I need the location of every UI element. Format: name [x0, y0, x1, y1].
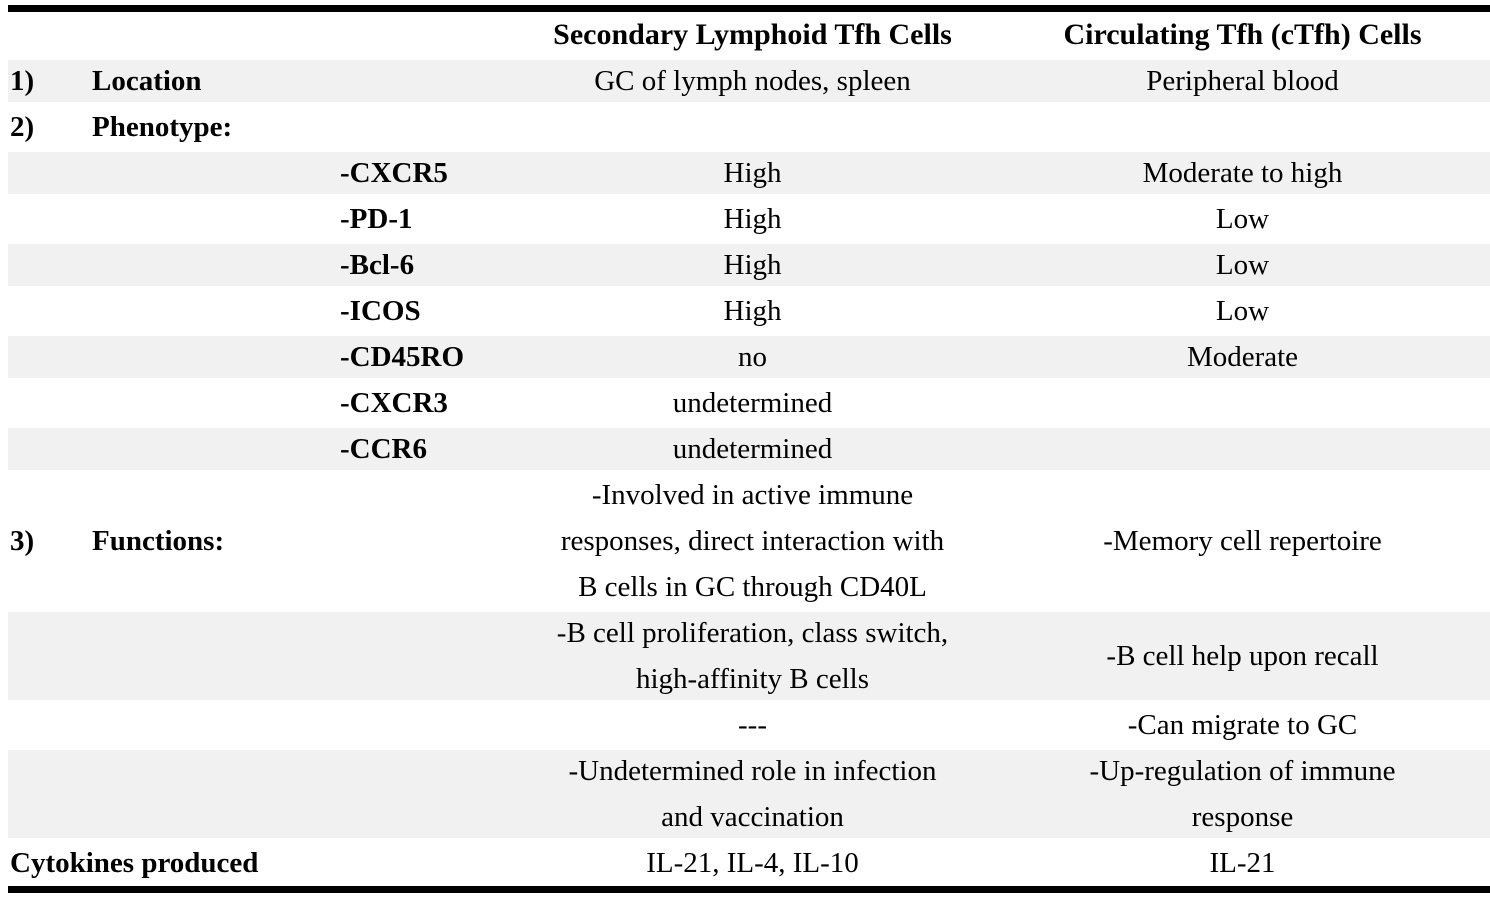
row-label: Cytokines produced [10, 847, 259, 879]
secondary-cell: undetermined [510, 426, 995, 472]
table-row-cxcr3: -CXCR3 undetermined [8, 380, 1490, 426]
secondary-cell: -Involved in active immune responses, di… [560, 479, 945, 603]
marker-label: -CCR6 [340, 426, 510, 472]
circulating-cell: Moderate [995, 334, 1490, 380]
row-label [92, 196, 340, 242]
column-header-secondary: Secondary Lymphoid Tfh Cells [553, 18, 952, 51]
circulating-cell: -Can migrate to GC [1127, 709, 1358, 741]
row-number [8, 150, 92, 196]
row-label [92, 150, 340, 196]
secondary-cell: -B cell proliferation, class switch, hig… [510, 610, 995, 702]
header-spacer [340, 12, 510, 58]
secondary-cell: -Undetermined role in infection and vacc… [510, 748, 995, 840]
row-number [8, 242, 92, 288]
column-header-circulating: Circulating Tfh (cTfh) Cells [1063, 18, 1422, 51]
secondary-cell: GC of lymph nodes, spleen [510, 58, 995, 104]
circulating-cell: Low [995, 242, 1490, 288]
secondary-cell: High [510, 150, 995, 196]
row-label [92, 288, 340, 334]
row-number [8, 748, 92, 840]
secondary-cell: --- [738, 709, 767, 741]
row-number: 3) [10, 525, 35, 557]
secondary-cell: High [723, 203, 782, 235]
marker-label: -CXCR5 [340, 150, 510, 196]
row-label [92, 610, 340, 702]
table-row-functions: 3) Functions: -Involved in active immune… [8, 472, 1490, 610]
table-row-phenotype: 2) Phenotype: [8, 104, 1490, 150]
circulating-cell: -B cell help upon recall [995, 610, 1490, 702]
circulating-cell: Moderate to high [995, 150, 1490, 196]
row-label: Location [92, 58, 340, 104]
marker-label [340, 104, 510, 150]
row-number [8, 196, 92, 242]
row-number: 1) [8, 58, 92, 104]
secondary-cell: no [510, 334, 995, 380]
table-row-cytokines: Cytokines produced IL-21, IL-4, IL-10 IL… [8, 840, 1490, 886]
header-spacer [8, 12, 92, 58]
row-label [92, 334, 340, 380]
circulating-cell: Low [1215, 295, 1270, 327]
table-row-icos: -ICOS High Low [8, 288, 1490, 334]
circulating-cell: -Up-regulation of immune response [995, 748, 1490, 840]
row-number [8, 610, 92, 702]
row-label [92, 702, 340, 748]
circulating-cell: Low [1215, 203, 1270, 235]
table-row-migrate: --- -Can migrate to GC [8, 702, 1490, 748]
row-label: Functions: [92, 525, 225, 557]
table-row-bcl6: -Bcl-6 High Low [8, 242, 1490, 288]
table-row-pd1: -PD-1 High Low [8, 196, 1490, 242]
secondary-cell: undetermined [672, 387, 833, 419]
row-label [92, 242, 340, 288]
table-row-location: 1) Location GC of lymph nodes, spleen Pe… [8, 58, 1490, 104]
marker-label: -CXCR3 [340, 387, 448, 419]
circulating-cell: IL-21 [1209, 847, 1276, 879]
row-label [92, 426, 340, 472]
circulating-cell [995, 426, 1490, 472]
table-row-cd45ro: -CD45RO no Moderate [8, 334, 1490, 380]
header-spacer [92, 12, 340, 58]
secondary-cell: High [723, 295, 782, 327]
secondary-cell [510, 104, 995, 150]
circulating-cell: Peripheral blood [995, 58, 1490, 104]
marker-label [340, 610, 510, 702]
table-row-cxcr5: -CXCR5 High Moderate to high [8, 150, 1490, 196]
marker-label [340, 748, 510, 840]
table-row-undetermined-role: -Undetermined role in infection and vacc… [8, 748, 1490, 840]
secondary-cell: High [510, 242, 995, 288]
row-number [8, 380, 92, 426]
table-row-bcell-proliferation: -B cell proliferation, class switch, hig… [8, 610, 1490, 702]
marker-label [340, 702, 510, 748]
marker-label: -PD-1 [340, 203, 413, 235]
marker-label [340, 58, 510, 104]
row-label [92, 748, 340, 840]
row-number [8, 702, 92, 748]
table-row-ccr6: -CCR6 undetermined [8, 426, 1490, 472]
tfh-comparison-table: Secondary Lymphoid Tfh Cells Circulating… [8, 5, 1490, 893]
row-number [8, 426, 92, 472]
row-label [92, 380, 340, 426]
marker-label [340, 472, 510, 610]
marker-label: -CD45RO [340, 334, 510, 380]
row-label: Phenotype: [92, 111, 233, 143]
row-number [8, 334, 92, 380]
header-row: Secondary Lymphoid Tfh Cells Circulating… [8, 12, 1490, 58]
row-number [8, 288, 92, 334]
marker-label: -Bcl-6 [340, 242, 510, 288]
secondary-cell: IL-21, IL-4, IL-10 [646, 847, 859, 879]
circulating-cell [995, 104, 1490, 150]
circulating-cell: -Memory cell repertoire [1103, 525, 1382, 557]
circulating-cell [995, 380, 1490, 426]
row-number: 2) [10, 111, 35, 143]
marker-label: -ICOS [340, 295, 421, 327]
